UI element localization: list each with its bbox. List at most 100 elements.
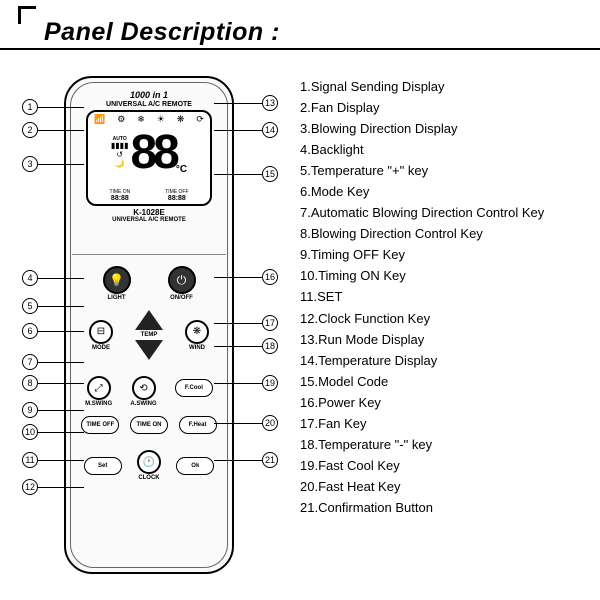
callout-number: 9	[22, 402, 38, 418]
callout-number: 8	[22, 375, 38, 391]
leader-line	[214, 277, 262, 278]
callout-number: 19	[262, 375, 278, 391]
leader-line	[214, 383, 262, 384]
clock-button[interactable]: 🕐	[137, 450, 161, 474]
lcd-bottom-row: TIME ON 88:88 TIME OFF 88:88	[92, 190, 206, 202]
cycle-icon: ⟳	[196, 114, 204, 125]
callout-number: 12	[22, 479, 38, 495]
callout-number: 17	[262, 315, 278, 331]
lcd-time-on: TIME ON 88:88	[109, 190, 130, 202]
leader-line	[38, 278, 84, 279]
callout-number: 1	[22, 99, 38, 115]
legend-item: 1.Signal Sending Display	[300, 76, 594, 97]
leader-line	[214, 423, 262, 424]
corner-bracket	[18, 6, 36, 24]
timeoff-button[interactable]: TIME OFF	[81, 416, 119, 434]
leader-line	[38, 383, 84, 384]
callout-number: 20	[262, 415, 278, 431]
leader-line	[214, 130, 262, 131]
leader-line	[38, 487, 84, 488]
legend-item: 12.Clock Function Key	[300, 308, 594, 329]
legend-item: 2.Fan Display	[300, 97, 594, 118]
temp-up-button[interactable]	[135, 310, 163, 330]
screen-area: 1000 in 1 UNIVERSAL A/C REMOTE 📶 ⚙ ❄ ☀ ❋…	[78, 88, 220, 248]
lcd-unit: °C	[176, 164, 187, 175]
lcd-main: AUTO ▮▮▮▮ ↺ 🌙 88 °C	[88, 125, 210, 181]
leader-line	[214, 103, 262, 104]
callout-number: 15	[262, 166, 278, 182]
legend-item: 3.Blowing Direction Display	[300, 118, 594, 139]
legend-item: 17.Fan Key	[300, 413, 594, 434]
wind-label: WIND	[189, 345, 205, 351]
wind-button[interactable]: ❋	[185, 320, 209, 344]
fheat-button[interactable]: F.Heat	[179, 416, 217, 434]
leader-line	[38, 306, 84, 307]
legend-item: 21.Confirmation Button	[300, 497, 594, 518]
remote-outline: 1000 in 1 UNIVERSAL A/C REMOTE 📶 ⚙ ❄ ☀ ❋…	[64, 76, 234, 574]
ok-button[interactable]: Ok	[176, 457, 214, 475]
legend-item: 15.Model Code	[300, 371, 594, 392]
title-underline	[0, 48, 600, 50]
leader-line	[214, 460, 262, 461]
mode-button[interactable]: ⊟	[89, 320, 113, 344]
gear-icon: ⚙	[117, 114, 125, 125]
callout-number: 6	[22, 323, 38, 339]
light-button[interactable]: 💡	[103, 266, 131, 294]
legend-item: 11.SET	[300, 286, 594, 307]
leader-line	[38, 460, 84, 461]
mswing-label: M.SWING	[85, 401, 112, 407]
fan-icon: ❋	[177, 114, 185, 125]
legend-item: 19.Fast Cool Key	[300, 455, 594, 476]
top-sub: UNIVERSAL A/C REMOTE	[78, 101, 220, 108]
callout-number: 10	[22, 424, 38, 440]
fcool-button[interactable]: F.Cool	[175, 379, 213, 397]
aswing-label: A.SWING	[130, 401, 156, 407]
clock-icon: 🕐	[143, 457, 155, 468]
lcd-time-off: TIME OFF 88:88	[165, 190, 188, 202]
callout-number: 16	[262, 269, 278, 285]
leader-line	[38, 432, 84, 433]
callout-number: 11	[22, 452, 38, 468]
mswing-button[interactable]: ⤢	[87, 376, 111, 400]
power-icon: ⏻	[177, 273, 187, 288]
mode-icon: ⊟	[97, 326, 105, 337]
set-button[interactable]: Set	[84, 457, 122, 475]
legend-item: 8.Blowing Direction Control Key	[300, 223, 594, 244]
callout-number: 4	[22, 270, 38, 286]
timeon-button[interactable]: TIME ON	[130, 416, 168, 434]
temp-down-button[interactable]	[135, 340, 163, 360]
legend-list: 1.Signal Sending Display2.Fan Display3.B…	[300, 76, 594, 518]
sun-icon: ☀	[157, 114, 165, 125]
lcd-digits: 88	[130, 129, 175, 177]
legend-item: 7.Automatic Blowing Direction Control Ke…	[300, 202, 594, 223]
legend-item: 16.Power Key	[300, 392, 594, 413]
aswing-button[interactable]: ⟲	[132, 376, 156, 400]
power-button[interactable]: ⏻	[168, 266, 196, 294]
onoff-label: ON/OFF	[170, 295, 193, 301]
callout-number: 5	[22, 298, 38, 314]
callout-number: 3	[22, 156, 38, 172]
lcd-screen: 📶 ⚙ ❄ ☀ ❋ ⟳ AUTO ▮▮▮▮ ↺ 🌙 88 °C TIME	[86, 110, 212, 206]
legend-item: 4.Backlight	[300, 139, 594, 160]
legend-item: 18.Temperature "-" key	[300, 434, 594, 455]
panel-divider	[72, 254, 226, 255]
model-label: K-1028E	[78, 208, 220, 217]
callout-number: 13	[262, 95, 278, 111]
callout-number: 7	[22, 354, 38, 370]
bulb-icon: 💡	[109, 273, 124, 287]
callout-number: 18	[262, 338, 278, 354]
top-label: 1000 in 1	[78, 91, 220, 101]
fan-button-icon: ❋	[193, 326, 201, 337]
lcd-left-icons: AUTO ▮▮▮▮ ↺ 🌙	[111, 137, 129, 169]
leader-line	[38, 164, 84, 165]
legend-item: 14.Temperature Display	[300, 350, 594, 371]
callout-number: 2	[22, 122, 38, 138]
leader-line	[38, 130, 84, 131]
leader-line	[214, 346, 262, 347]
leader-line	[38, 331, 84, 332]
model-sub: UNIVERSAL A/C REMOTE	[78, 217, 220, 223]
legend-item: 20.Fast Heat Key	[300, 476, 594, 497]
temp-label: TEMP	[141, 332, 158, 338]
light-label: LIGHT	[108, 295, 126, 301]
leader-line	[214, 174, 262, 175]
